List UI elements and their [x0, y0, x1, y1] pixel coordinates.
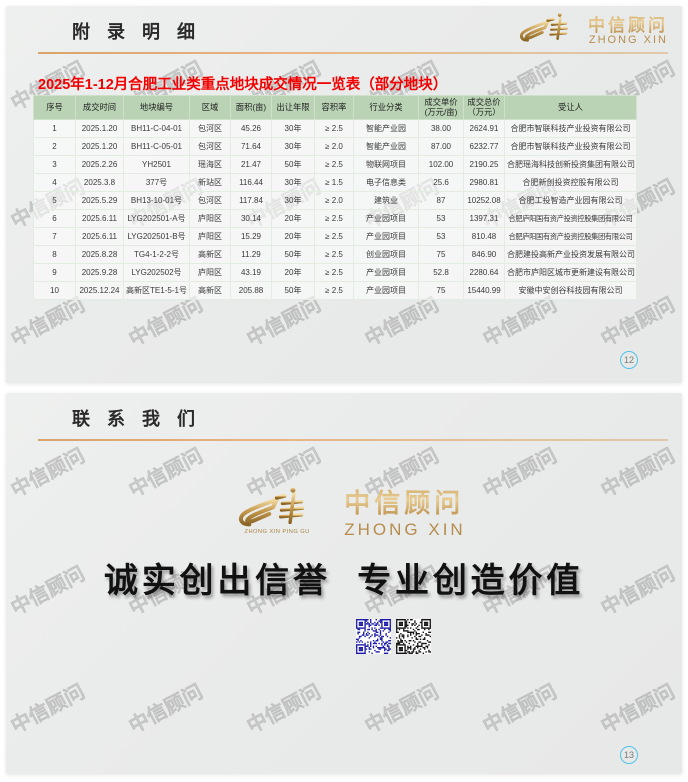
svg-text:ZHONG XIN PING GU: ZHONG XIN PING GU: [245, 528, 310, 534]
